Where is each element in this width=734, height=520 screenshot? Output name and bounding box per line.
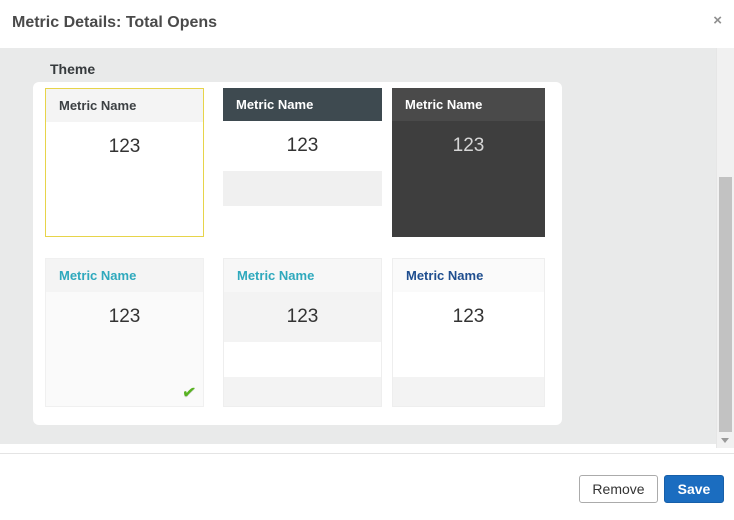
scroll-down-arrow-icon[interactable] xyxy=(721,438,729,443)
modal-body: Theme Metric Name 123 Metric Name 123 xyxy=(0,48,716,444)
theme-card-light-selected[interactable]: Metric Name 123 xyxy=(45,88,204,237)
scrollbar[interactable] xyxy=(716,48,734,448)
theme-card-header: Metric Name xyxy=(223,88,382,121)
theme-card-header: Metric Name xyxy=(46,259,203,292)
stripe-row xyxy=(46,207,203,236)
metric-name-label: Metric Name xyxy=(59,268,137,283)
theme-card-dark[interactable]: Metric Name 123 xyxy=(392,88,545,237)
stripe-row xyxy=(223,171,382,206)
theme-card-header: Metric Name xyxy=(392,88,545,121)
theme-card-blue-classic[interactable]: Metric Name 123 xyxy=(392,258,545,407)
theme-section-label: Theme xyxy=(50,61,96,77)
metric-value: 123 xyxy=(223,121,382,171)
metric-value: 123 xyxy=(46,292,203,342)
save-button[interactable]: Save xyxy=(664,475,724,503)
theme-panel: Metric Name 123 Metric Name 123 Metric N… xyxy=(33,82,562,425)
page-title: Metric Details: Total Opens xyxy=(12,14,218,31)
stripe-row xyxy=(46,377,203,406)
metric-value: 123 xyxy=(393,292,544,342)
stripe-row xyxy=(224,342,381,377)
stripe-row xyxy=(46,172,203,207)
modal-footer: Remove Save xyxy=(0,453,734,520)
stripe-row xyxy=(392,206,545,237)
metric-name-label: Metric Name xyxy=(59,98,137,113)
stripe-row xyxy=(224,377,381,406)
stripe-row xyxy=(392,171,545,206)
metric-name-label: Metric Name xyxy=(236,97,314,112)
modal-header: Metric Details: Total Opens × xyxy=(0,0,734,48)
theme-card-teal-checked[interactable]: Metric Name 123 ✔ xyxy=(45,258,204,407)
theme-card-slate-header[interactable]: Metric Name 123 xyxy=(223,88,382,237)
stripe-row xyxy=(393,342,544,377)
check-icon: ✔ xyxy=(180,382,198,403)
metric-value: 123 xyxy=(392,121,545,171)
stripe-row xyxy=(223,206,382,237)
metric-name-label: Metric Name xyxy=(405,97,483,112)
stripe-row xyxy=(393,377,544,406)
metric-value: 123 xyxy=(224,292,381,342)
theme-card-header: Metric Name xyxy=(393,259,544,292)
scrollbar-thumb[interactable] xyxy=(719,177,732,432)
metric-name-label: Metric Name xyxy=(406,268,484,283)
close-icon[interactable]: × xyxy=(713,12,722,29)
theme-card-header: Metric Name xyxy=(224,259,381,292)
theme-card-teal-striped[interactable]: Metric Name 123 xyxy=(223,258,382,407)
metric-name-label: Metric Name xyxy=(237,268,315,283)
theme-card-header: Metric Name xyxy=(46,89,203,122)
metric-value: 123 xyxy=(46,122,203,172)
stripe-row xyxy=(46,342,203,377)
remove-button[interactable]: Remove xyxy=(579,475,658,503)
